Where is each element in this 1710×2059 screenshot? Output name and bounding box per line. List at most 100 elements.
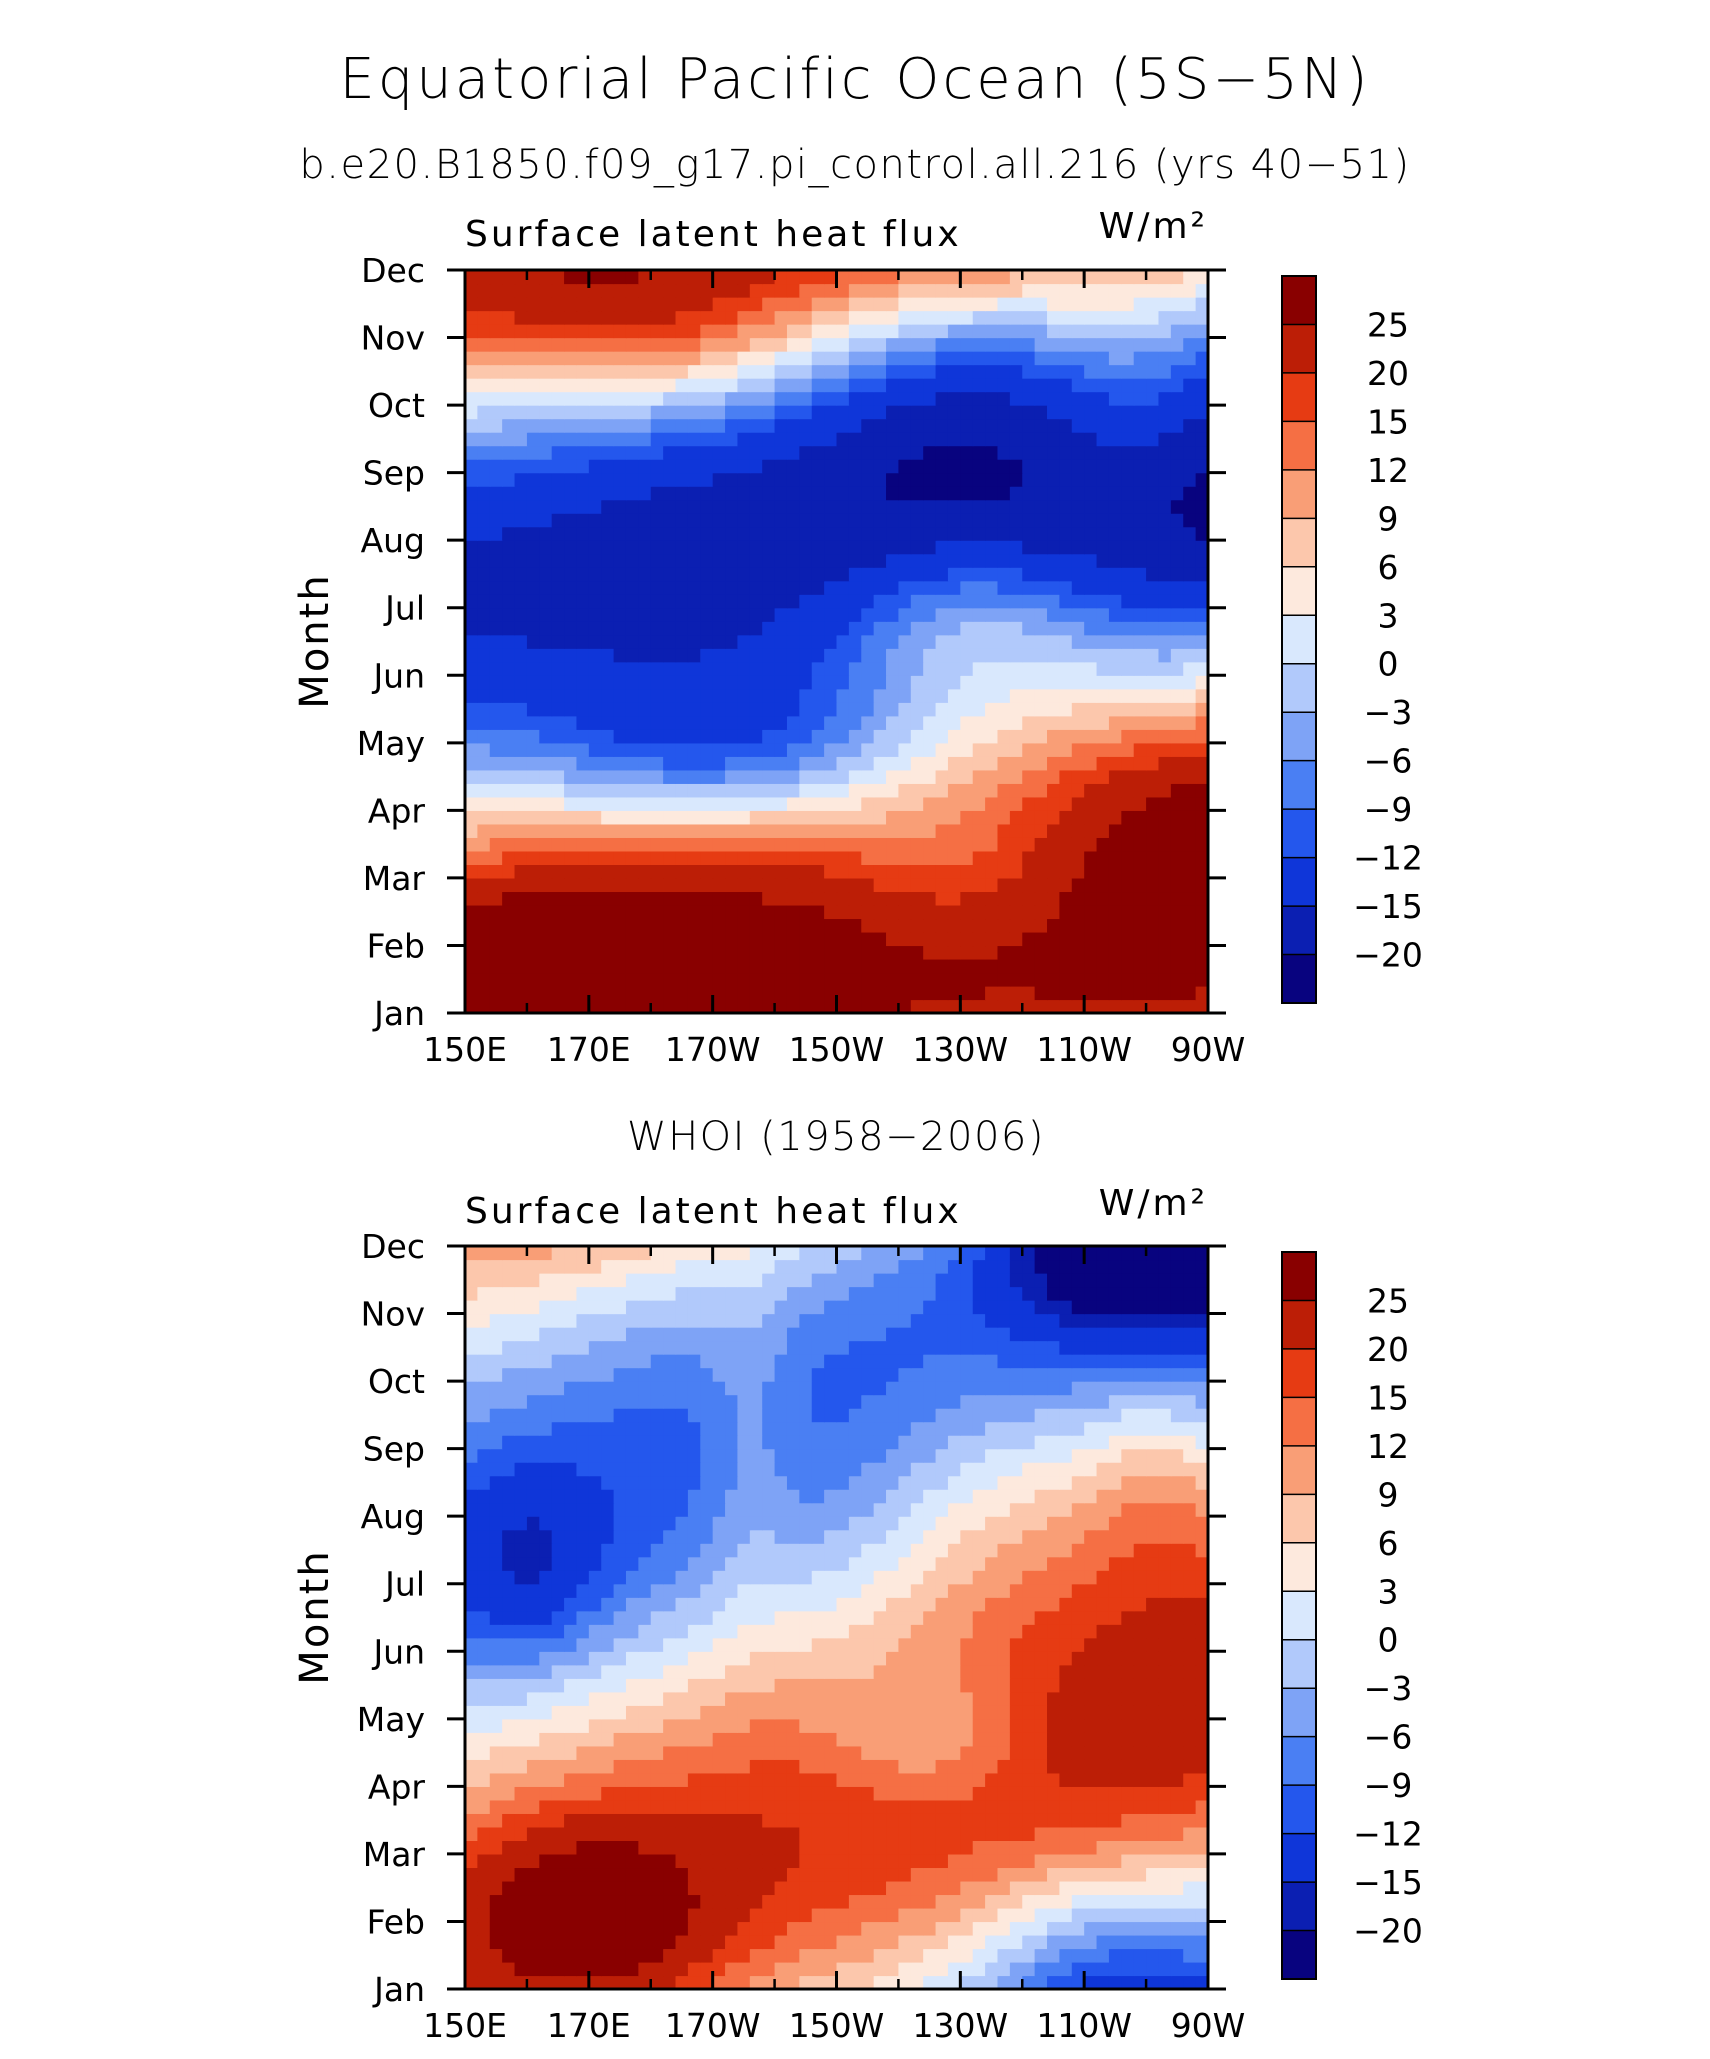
heatmap-cell (811, 459, 825, 474)
heatmap-cell (886, 337, 900, 352)
heatmap-cell (687, 1799, 701, 1814)
heatmap-cell (625, 1637, 639, 1652)
heatmap-cell (1121, 1934, 1135, 1950)
heatmap-cell (762, 877, 776, 893)
heatmap-cell (1071, 1948, 1085, 1963)
heatmap-cell (638, 1894, 652, 1909)
heatmap-cell (762, 1840, 776, 1855)
heatmap-cell (749, 1880, 763, 1896)
heatmap-cell (526, 877, 540, 893)
heatmap-cell (1071, 783, 1085, 798)
heatmap-cell (1133, 729, 1147, 744)
heatmap-cell (625, 999, 639, 1014)
heatmap-cell (725, 1840, 739, 1855)
heatmap-cell (774, 337, 788, 352)
heatmap-cell (1034, 472, 1048, 487)
heatmap-cell (625, 459, 639, 474)
heatmap-cell (1133, 283, 1147, 298)
heatmap-cell (737, 310, 751, 325)
heatmap-cell (737, 661, 751, 676)
heatmap-cell (514, 391, 528, 406)
heatmap-cell (836, 270, 850, 285)
heatmap-cell (675, 688, 689, 703)
heatmap-cell (588, 1813, 602, 1828)
heatmap-cell (712, 810, 726, 825)
heatmap-cell (799, 931, 813, 947)
heatmap-cell (960, 580, 974, 595)
heatmap-cell (1071, 1867, 1085, 1882)
heatmap-cell (601, 297, 615, 312)
heatmap-cell (1047, 999, 1060, 1014)
heatmap-cell (972, 864, 986, 879)
heatmap-cell (465, 1786, 478, 1801)
heatmap-cell (836, 324, 850, 339)
heatmap-cell (502, 1948, 516, 1963)
heatmap-cell (898, 351, 912, 366)
heatmap-cell (1071, 405, 1085, 420)
heatmap-cell (1096, 1637, 1110, 1652)
heatmap-cell (663, 877, 677, 893)
heatmap-cell (576, 918, 590, 933)
heatmap-cell (786, 904, 800, 920)
heatmap-cell (1047, 391, 1060, 406)
heatmap-cell (576, 270, 590, 285)
heatmap-cell (947, 1799, 961, 1814)
heatmap-cell (923, 270, 937, 285)
heatmap-cell (910, 472, 924, 487)
colorbar-swatch (1282, 857, 1316, 907)
heatmap-cell (824, 1759, 838, 1774)
heatmap-cell (848, 607, 862, 622)
heatmap-cell (477, 783, 491, 798)
heatmap-cell (514, 945, 528, 960)
heatmap-cell (848, 783, 862, 798)
heatmap-cell (836, 540, 850, 555)
heatmap-cell (601, 985, 615, 1001)
heatmap-cell (762, 1705, 776, 1720)
heatmap-cell (1059, 459, 1073, 474)
heatmap-cell (1084, 1678, 1098, 1693)
heatmap-cell (564, 688, 578, 703)
heatmap-cell (1108, 729, 1122, 744)
heatmap-cell (997, 810, 1011, 825)
heatmap-cell (799, 553, 813, 568)
heatmap-cell (861, 742, 875, 757)
heatmap-cell (1121, 1853, 1135, 1869)
heatmap-cell (638, 904, 652, 920)
heatmap-cell (564, 621, 578, 636)
heatmap-cell (1059, 324, 1073, 339)
heatmap-cell (675, 391, 689, 406)
heatmap-cell (972, 472, 986, 487)
heatmap-cell (1146, 283, 1160, 298)
heatmap-cell (675, 1948, 689, 1963)
heatmap-cell (1059, 810, 1073, 825)
heatmap-cell (1195, 648, 1209, 663)
heatmap-cell (1121, 378, 1135, 393)
heatmap-cell (1121, 513, 1135, 528)
heatmap-cell (489, 1772, 503, 1787)
heatmap-cell (551, 796, 565, 811)
heatmap-cell (737, 972, 751, 987)
heatmap-cell (824, 877, 838, 893)
heatmap-cell (923, 688, 937, 703)
heatmap-cell (737, 621, 751, 636)
heatmap-cell (1121, 985, 1135, 1001)
heatmap-cell (1047, 324, 1060, 339)
heatmap-cell (725, 783, 739, 798)
heatmap-cell (923, 459, 937, 474)
heatmap-cell (811, 310, 825, 325)
heatmap-cell (972, 540, 986, 555)
heatmap-cell (675, 310, 689, 325)
heatmap-cell (564, 675, 578, 690)
heatmap-cell (712, 918, 726, 933)
heatmap-cell (947, 864, 961, 879)
heatmap-cell (861, 985, 875, 1001)
heatmap-cell (910, 607, 924, 622)
heatmap-cell (700, 1813, 714, 1828)
heatmap-cell (551, 1975, 565, 1990)
heatmap-cell (762, 850, 776, 865)
heatmap-cell (700, 364, 714, 379)
heatmap-cell (947, 310, 961, 325)
heatmap-cell (910, 850, 924, 865)
heatmap-cell (576, 729, 590, 744)
heatmap-cell (1170, 1907, 1184, 1923)
